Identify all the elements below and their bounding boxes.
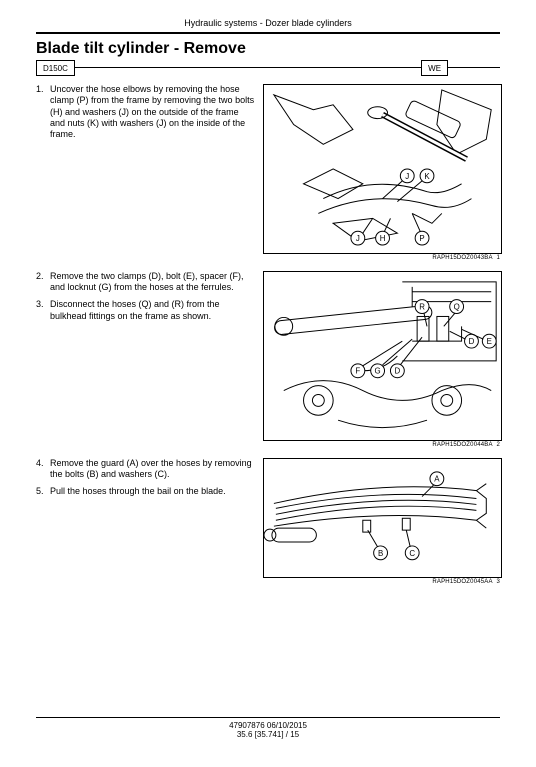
svg-text:P: P — [419, 234, 424, 243]
step-2: 2. Remove the two clamps (D), bolt (E), … — [36, 271, 255, 294]
figure-3: A B C — [263, 458, 502, 579]
variant-code: WE — [421, 60, 448, 76]
figure-1-caption: RAPH15DOZ0043BA 1 — [263, 255, 500, 261]
step-number: 2. — [36, 271, 50, 294]
step-text: Pull the hoses through the bail on the b… — [50, 486, 255, 497]
figure-3-caption: RAPH15DOZ0045AA 3 — [263, 579, 500, 585]
svg-text:B: B — [378, 549, 383, 558]
svg-text:C: C — [409, 549, 415, 558]
step-1: 1. Uncover the hose elbows by removing t… — [36, 84, 255, 140]
step-text: Uncover the hose elbows by removing the … — [50, 84, 255, 140]
svg-text:D: D — [394, 367, 400, 376]
step-text: Disconnect the hoses (Q) and (R) from th… — [50, 299, 255, 322]
model-line-2 — [448, 60, 500, 68]
step-5: 5. Pull the hoses through the bail on th… — [36, 486, 255, 497]
step-4: 4. Remove the guard (A) over the hoses b… — [36, 458, 255, 481]
step-number: 5. — [36, 486, 50, 497]
svg-text:K: K — [424, 172, 430, 181]
step-text: Remove the guard (A) over the hoses by r… — [50, 458, 255, 481]
svg-text:G: G — [374, 367, 380, 376]
footer-docnum: 47907876 06/10/2015 — [36, 721, 500, 730]
step-number: 4. — [36, 458, 50, 481]
figure-1: J K J H P — [263, 84, 502, 254]
svg-text:J: J — [405, 172, 409, 181]
svg-text:E: E — [487, 337, 492, 346]
svg-text:A: A — [434, 475, 440, 484]
svg-text:D: D — [469, 337, 475, 346]
svg-text:H: H — [380, 234, 386, 243]
svg-text:Q: Q — [453, 302, 459, 311]
step-text: Remove the two clamps (D), bolt (E), spa… — [50, 271, 255, 294]
step-number: 1. — [36, 84, 50, 140]
step-3: 3. Disconnect the hoses (Q) and (R) from… — [36, 299, 255, 322]
svg-text:R: R — [419, 302, 425, 311]
section-2: 2. Remove the two clamps (D), bolt (E), … — [36, 271, 500, 448]
section-1: 1. Uncover the hose elbows by removing t… — [36, 84, 500, 261]
figure-2-caption: RAPH15DOZ0044BA 2 — [263, 442, 500, 448]
figure-2: R Q D E F — [263, 271, 502, 441]
chapter-header: Hydraulic systems - Dozer blade cylinder… — [36, 18, 500, 28]
section-3: 4. Remove the guard (A) over the hoses b… — [36, 458, 500, 586]
model-code: D150C — [36, 60, 75, 76]
page-title: Blade tilt cylinder - Remove — [36, 40, 500, 58]
rule-top — [36, 32, 500, 34]
model-row: D150C WE — [36, 60, 500, 76]
model-line-1 — [75, 60, 421, 68]
svg-text:J: J — [356, 234, 360, 243]
page-footer: 47907876 06/10/2015 35.6 [35.741] / 15 — [36, 717, 500, 739]
footer-pagenum: 35.6 [35.741] / 15 — [36, 730, 500, 739]
svg-text:F: F — [355, 367, 360, 376]
step-number: 3. — [36, 299, 50, 322]
